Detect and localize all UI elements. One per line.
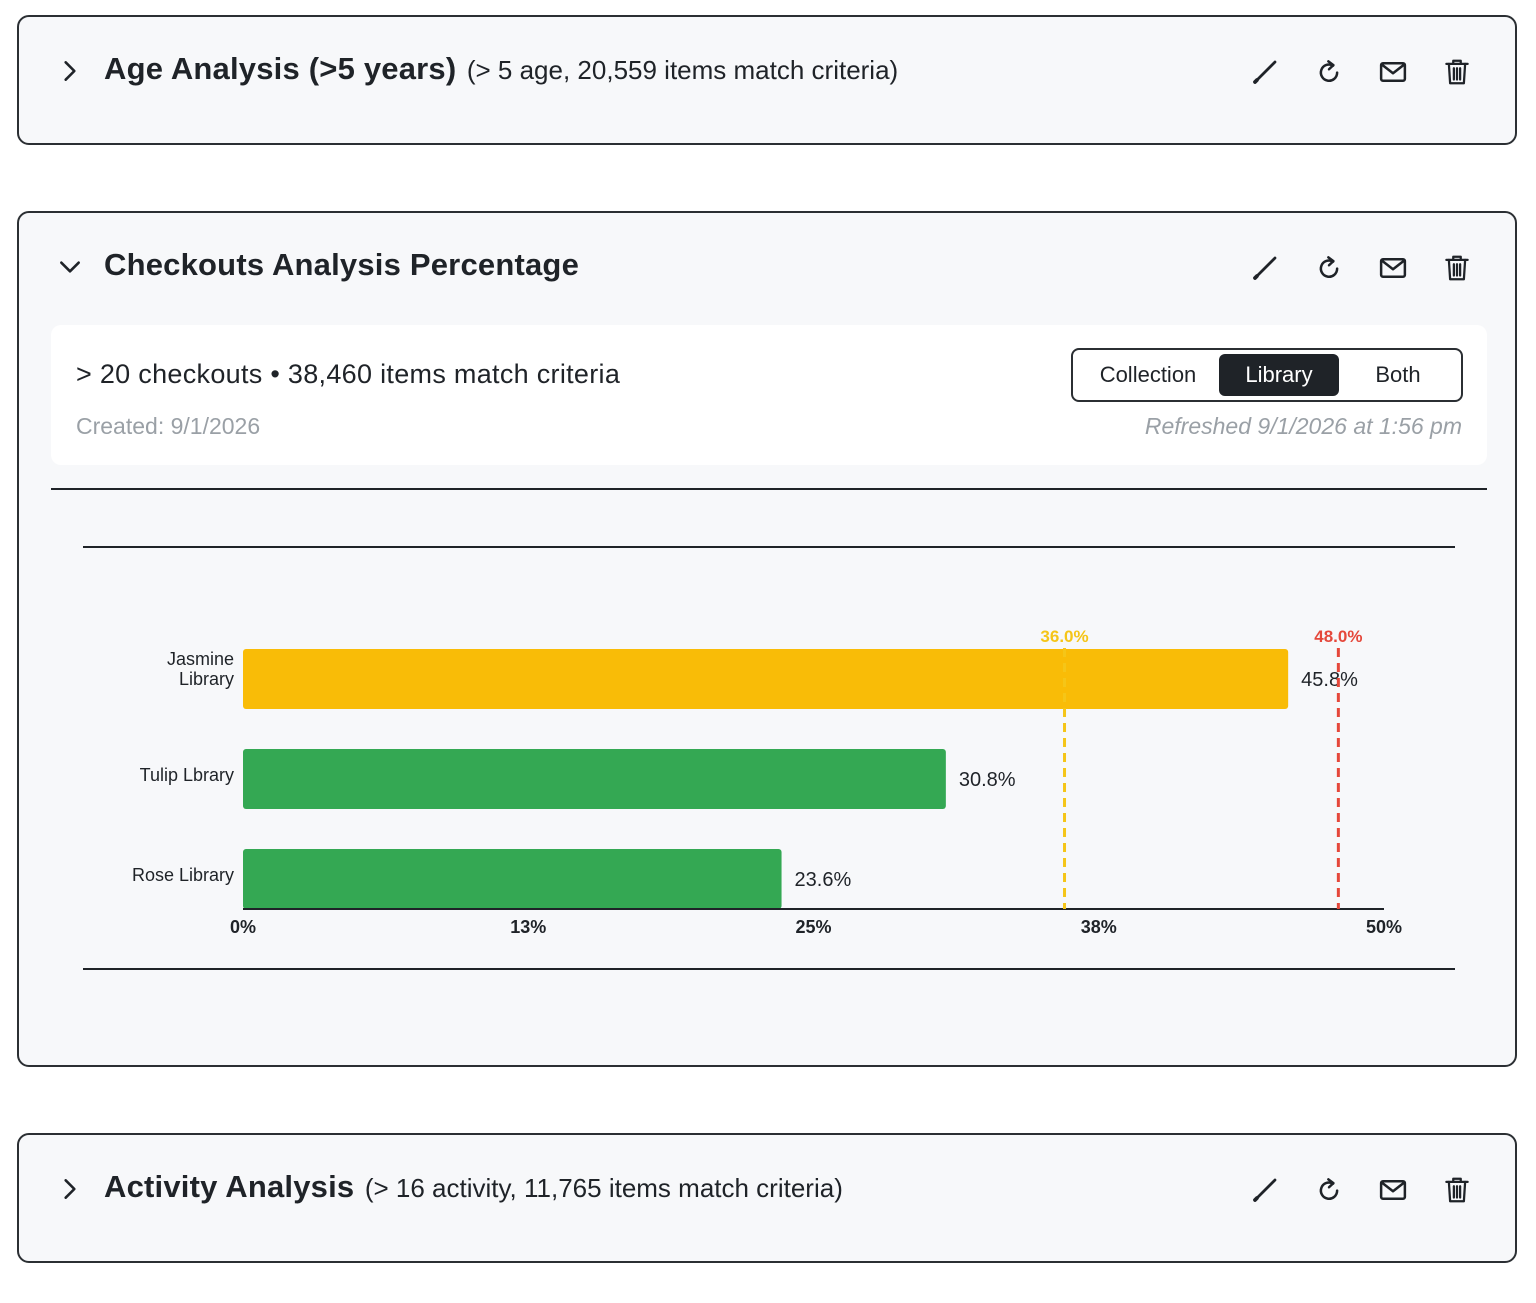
panel-title: Checkouts Analysis Percentage	[104, 247, 580, 282]
pencil-icon[interactable]	[1247, 250, 1283, 286]
category-label: Jasmine	[167, 649, 234, 669]
panel-actions	[1247, 1172, 1475, 1208]
category-label: Rose Library	[132, 865, 234, 885]
panel-actions	[1247, 54, 1475, 90]
bar	[243, 649, 1289, 709]
refresh-icon[interactable]	[1311, 54, 1347, 90]
activity-analysis-panel: Activity Analysis (> 16 activity, 11,765…	[17, 1133, 1517, 1263]
chevron-right-icon[interactable]	[57, 1176, 83, 1202]
panel-title-group: Activity Analysis (> 16 activity, 11,765…	[104, 1169, 843, 1205]
reference-line-label: 36.0%	[1040, 627, 1088, 646]
mail-icon[interactable]	[1375, 54, 1411, 90]
chart-top-rule	[83, 546, 1455, 548]
category-label: Library	[179, 669, 234, 689]
checkouts-analysis-panel: Checkouts Analysis Percentage > 20 check…	[17, 211, 1517, 1067]
trash-icon[interactable]	[1439, 54, 1475, 90]
chevron-right-icon[interactable]	[57, 58, 83, 84]
category-label: Tulip Lbrary	[140, 765, 234, 785]
toggle-both[interactable]: Both	[1375, 362, 1421, 387]
scope-toggle: Collection Library Both	[1071, 348, 1463, 402]
trash-icon[interactable]	[1439, 250, 1475, 286]
x-tick-label: 50%	[1366, 917, 1402, 937]
panel-header[interactable]: Activity Analysis (> 16 activity, 11,765…	[19, 1135, 1515, 1245]
refreshed-timestamp: Refreshed 9/1/2026 at 1:56 pm	[1144, 413, 1462, 439]
panel-actions	[1247, 250, 1475, 286]
mail-icon[interactable]	[1375, 250, 1411, 286]
chart-bottom-rule	[83, 968, 1455, 970]
created-date: Created: 9/1/2026	[76, 413, 261, 439]
refresh-icon[interactable]	[1311, 1172, 1347, 1208]
x-tick-label: 0%	[230, 917, 256, 937]
panel-title: Age Analysis (>5 years)	[104, 51, 457, 86]
reference-line-label: 48.0%	[1314, 627, 1362, 646]
pencil-icon[interactable]	[1247, 54, 1283, 90]
age-analysis-panel: Age Analysis (>5 years) (> 5 age, 20,559…	[17, 15, 1517, 145]
divider	[51, 488, 1487, 490]
panel-subtitle: (> 5 age, 20,559 items match criteria)	[466, 55, 899, 85]
x-tick-label: 25%	[795, 917, 831, 937]
chevron-down-icon[interactable]	[57, 254, 83, 280]
x-tick-label: 38%	[1081, 917, 1117, 937]
toggle-collection[interactable]: Collection	[1099, 362, 1197, 387]
panel-header[interactable]: Age Analysis (>5 years) (> 5 age, 20,559…	[19, 17, 1515, 127]
mail-icon[interactable]	[1375, 1172, 1411, 1208]
panel-subtitle: (> 16 activity, 11,765 items match crite…	[364, 1173, 843, 1203]
bar	[243, 749, 946, 809]
data-label: 23.6%	[795, 869, 852, 891]
refresh-icon[interactable]	[1311, 250, 1347, 286]
data-label: 45.8%	[1301, 669, 1358, 691]
criteria-summary: > 20 checkouts • 38,460 items match crit…	[76, 359, 621, 389]
pencil-icon[interactable]	[1247, 1172, 1283, 1208]
x-tick-label: 13%	[510, 917, 546, 937]
data-label: 30.8%	[959, 769, 1016, 791]
panel-title-group: Checkouts Analysis Percentage	[104, 247, 579, 283]
bar	[243, 849, 782, 909]
panel-header[interactable]: Checkouts Analysis Percentage	[19, 213, 1515, 323]
toggle-library[interactable]: Library	[1219, 354, 1339, 396]
trash-icon[interactable]	[1439, 1172, 1475, 1208]
report-info-card: > 20 checkouts • 38,460 items match crit…	[51, 325, 1487, 465]
panel-title: Activity Analysis	[104, 1169, 355, 1204]
panel-title-group: Age Analysis (>5 years) (> 5 age, 20,559…	[104, 51, 898, 87]
